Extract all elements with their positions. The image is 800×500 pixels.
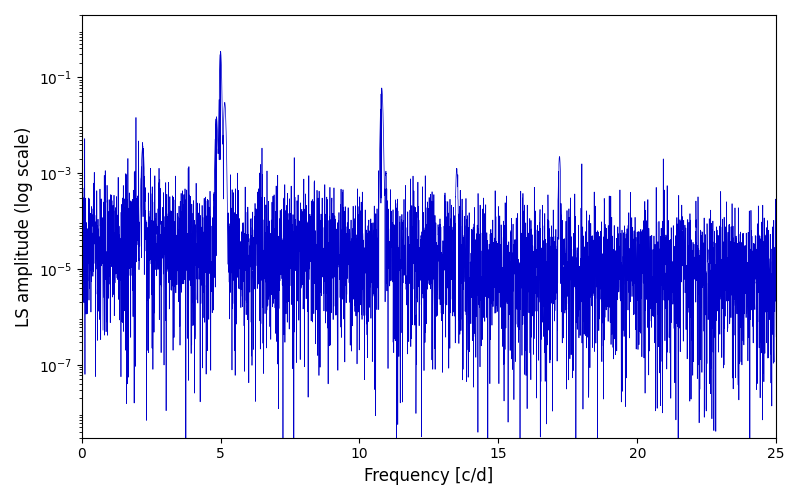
X-axis label: Frequency [c/d]: Frequency [c/d] bbox=[364, 467, 494, 485]
Y-axis label: LS amplitude (log scale): LS amplitude (log scale) bbox=[15, 126, 33, 326]
